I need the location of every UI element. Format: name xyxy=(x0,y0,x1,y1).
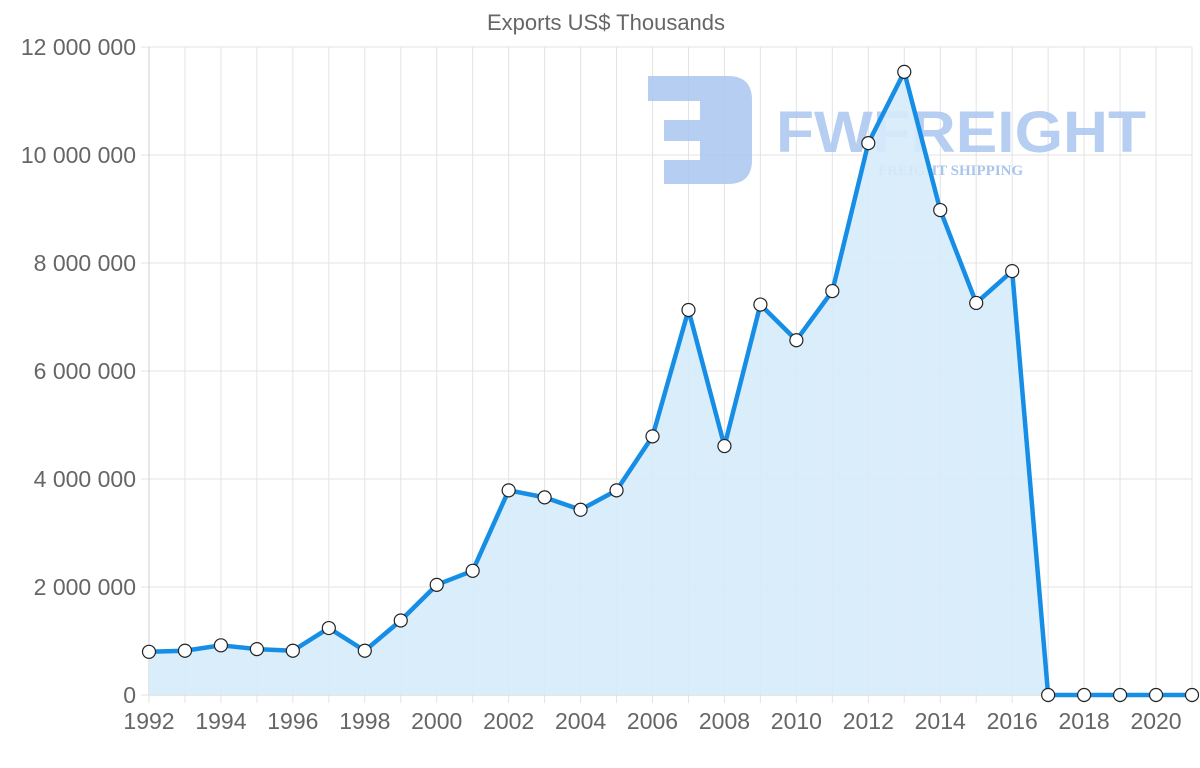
data-point[interactable] xyxy=(789,333,804,348)
x-tick-label: 1998 xyxy=(339,708,390,734)
y-tick-label: 8 000 000 xyxy=(34,250,136,276)
data-point[interactable] xyxy=(249,641,264,657)
x-tick-label: 2016 xyxy=(987,708,1038,734)
fw-logo-icon xyxy=(648,76,752,184)
y-tick-label: 4 000 000 xyxy=(34,466,136,492)
data-points xyxy=(141,64,1200,703)
data-point[interactable] xyxy=(501,483,516,498)
x-tick-label: 2012 xyxy=(843,708,894,734)
x-axis-labels: 1992 1994 1996 1998 2000 2002 2004 2006 2008 2010… xyxy=(123,708,1181,734)
data-point[interactable] xyxy=(429,577,444,592)
watermark-logo: FWFREIGHT FREIGHT SHIPPING xyxy=(648,76,1146,184)
x-tick-label: 2020 xyxy=(1130,708,1181,734)
data-point[interactable] xyxy=(321,620,336,636)
area-fill xyxy=(149,71,1192,696)
x-tick-label: 1994 xyxy=(195,708,246,734)
y-tick-label: 6 000 000 xyxy=(34,358,136,384)
data-point[interactable] xyxy=(969,295,984,311)
data-point[interactable] xyxy=(1148,687,1164,703)
x-tick-label: 2018 xyxy=(1059,708,1110,734)
y-axis-labels: 0 2 000 000 4 000 000 6 000 000 8 000 000 10 … xyxy=(21,34,136,708)
x-tick-label: 2008 xyxy=(699,708,750,734)
data-point[interactable] xyxy=(357,643,372,658)
data-point[interactable] xyxy=(825,283,840,299)
y-tick-label: 10 000 000 xyxy=(21,142,136,168)
data-point[interactable] xyxy=(573,502,588,517)
x-tick-label: 1992 xyxy=(123,708,174,734)
data-point[interactable] xyxy=(213,638,229,653)
y-tick-label: 12 000 000 xyxy=(21,34,136,60)
x-tick-label: 2000 xyxy=(411,708,462,734)
x-tick-label: 2014 xyxy=(915,708,966,734)
data-point[interactable] xyxy=(753,297,768,312)
data-point[interactable] xyxy=(1112,687,1128,703)
x-tick-label: 2006 xyxy=(627,708,678,734)
x-tick-label: 2010 xyxy=(771,708,822,734)
data-point[interactable] xyxy=(717,438,732,454)
data-point[interactable] xyxy=(177,643,193,658)
data-point[interactable] xyxy=(141,644,157,659)
data-point[interactable] xyxy=(861,136,876,151)
x-tick-label: 1996 xyxy=(267,708,318,734)
data-point[interactable] xyxy=(393,613,408,628)
chart-title: Exports US$ Thousands xyxy=(487,10,725,35)
data-point[interactable] xyxy=(609,483,624,498)
y-tick-label: 0 xyxy=(123,682,136,708)
x-tick-label: 2004 xyxy=(555,708,606,734)
y-tick-label: 2 000 000 xyxy=(34,574,136,600)
data-point[interactable] xyxy=(681,302,696,318)
data-point[interactable] xyxy=(1184,687,1200,703)
data-point[interactable] xyxy=(1077,687,1092,703)
data-point[interactable] xyxy=(933,202,948,218)
x-tick-label: 2002 xyxy=(483,708,534,734)
data-point[interactable] xyxy=(645,429,660,444)
data-point[interactable] xyxy=(1041,687,1056,703)
data-point[interactable] xyxy=(537,490,552,505)
data-point[interactable] xyxy=(465,563,480,578)
data-point[interactable] xyxy=(897,64,912,79)
data-point[interactable] xyxy=(285,643,300,658)
watermark-brand: FWFREIGHT xyxy=(776,100,1146,165)
data-point[interactable] xyxy=(1005,264,1020,279)
